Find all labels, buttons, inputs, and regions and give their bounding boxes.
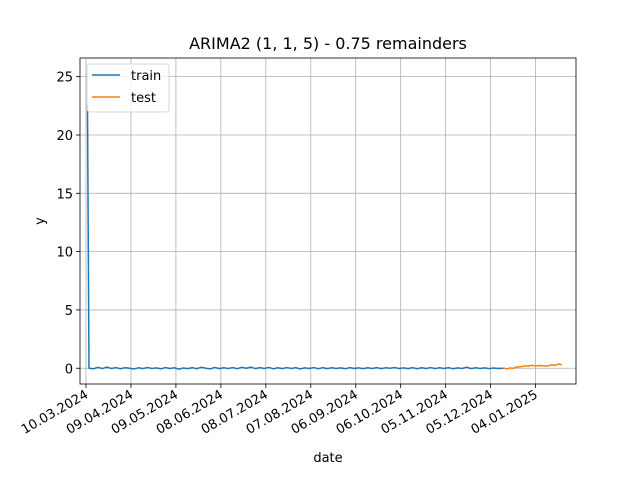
gridlines <box>80 58 576 384</box>
y-tick-label: 20 <box>56 129 73 144</box>
y-tick-label: 25 <box>56 71 73 86</box>
legend-box <box>86 63 170 113</box>
y-tick-label: 15 <box>56 187 73 202</box>
y-tick-label: 5 <box>65 304 73 319</box>
plot-frame <box>79 57 577 385</box>
legend-label-test: test <box>131 91 156 106</box>
chart-title: ARIMA2 (1, 1, 5) - 0.75 remainders <box>189 34 467 53</box>
y-tick-label: 10 <box>56 246 73 261</box>
y-axis-label: y <box>33 217 48 225</box>
series-group <box>86 105 562 370</box>
series-line-test <box>503 363 562 370</box>
legend: train test <box>86 63 170 113</box>
y-axis: 0 5 10 15 20 25 <box>56 71 80 377</box>
legend-label-train: train <box>131 69 161 84</box>
y-tick-label: 0 <box>65 362 73 377</box>
series-line-train <box>86 105 504 370</box>
x-axis-label: date <box>313 451 342 466</box>
